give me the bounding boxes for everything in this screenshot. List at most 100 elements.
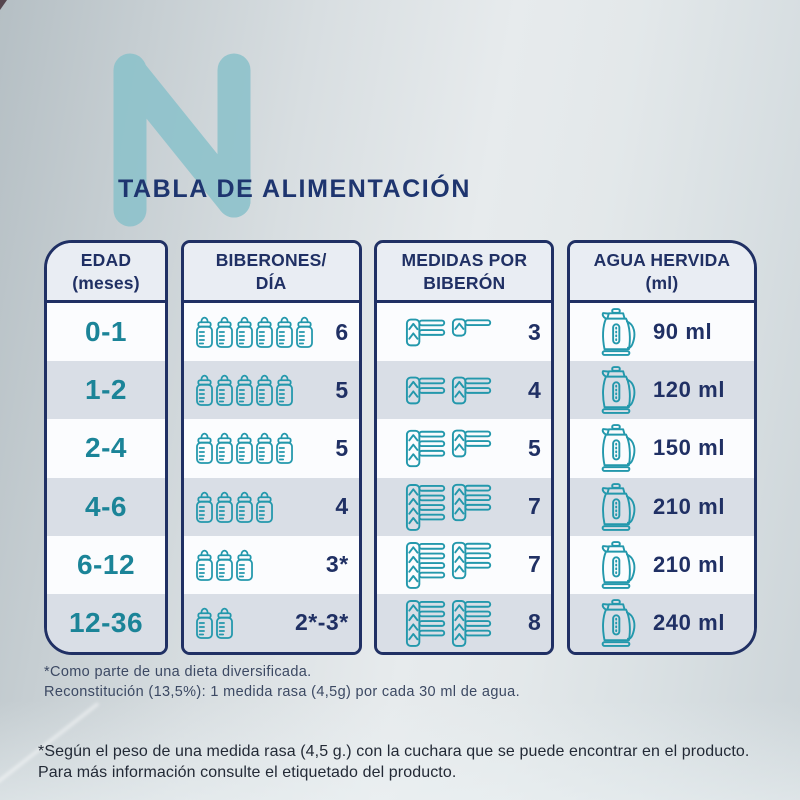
baby-bottle-icon: [255, 433, 273, 465]
scoops-cell: 7: [377, 535, 552, 594]
column-age: EDAD (meses) 0-1 1-2 2-4 4-6 6-12 12-36: [44, 240, 168, 655]
bottle-icons: [193, 315, 313, 349]
baby-bottle-icon: [275, 375, 293, 407]
header-scoops-line1: MEDIDAS POR: [401, 250, 528, 271]
baby-bottle-icon: [275, 433, 293, 465]
baby-bottle-icon: [195, 375, 213, 407]
measuring-scoop-icon: [452, 599, 492, 647]
column-scoops-per-bottle: MEDIDAS POR BIBERÓN 3 4 5 7 7: [374, 240, 555, 655]
bottles-count: 4: [335, 493, 349, 520]
baby-bottle-icon: [195, 549, 213, 581]
scoop-icons: [405, 374, 495, 406]
header-scoops-line2: BIBERÓN: [423, 272, 506, 293]
water-cell: 90 ml: [569, 303, 754, 362]
photo-corner-artifact: [0, 0, 7, 10]
scoop-icons: [405, 316, 495, 348]
water-cell: 120 ml: [569, 361, 754, 420]
bottles-cell: 6: [183, 303, 359, 362]
measuring-scoop-icon: [452, 376, 492, 405]
bottles-cell: 5: [183, 361, 359, 420]
baby-bottle-icon: [195, 433, 213, 465]
bottle-icons: [193, 548, 253, 582]
header-age-line1: EDAD: [80, 250, 132, 271]
column-body-bottles: 6: [183, 303, 359, 652]
baby-bottle-icon: [235, 491, 253, 523]
age-cell: 12-36: [47, 593, 165, 652]
age-cell: 4-6: [47, 477, 165, 536]
scoop-icons: [405, 597, 495, 649]
baby-bottle-icon: [195, 316, 213, 349]
bottles-cell: 4: [183, 477, 359, 536]
header-water-line2: (ml): [645, 272, 679, 293]
baby-bottle-icon: [215, 433, 233, 465]
age-cell: 2-4: [47, 419, 165, 478]
baby-bottle-icon: [255, 491, 273, 523]
water-cell: 240 ml: [569, 593, 754, 652]
baby-bottle-icon: [235, 433, 253, 465]
kettle-icon: [601, 482, 636, 531]
water-amount: 120 ml: [652, 377, 726, 403]
water-amount: 240 ml: [652, 609, 726, 635]
scoop-icons: [405, 481, 495, 533]
water-cell: 210 ml: [569, 535, 754, 594]
baby-bottle-icon: [295, 316, 313, 349]
measuring-scoop-icon: [406, 376, 446, 405]
bottles-count: 2*-3*: [295, 609, 349, 636]
header-water-line1: AGUA HERVIDA: [593, 250, 731, 271]
column-body-water: 90 ml 120 ml 150 ml: [569, 303, 754, 652]
disclaimer-more-info: Para más información consulte el etiquet…: [38, 763, 457, 781]
measuring-scoop-icon: [452, 318, 492, 337]
kettle-icon: [601, 366, 636, 415]
scoops-count: 7: [528, 493, 542, 520]
column-header-water: AGUA HERVIDA (ml): [569, 243, 754, 303]
baby-bottle-icon: [215, 491, 233, 523]
scoops-cell: 8: [377, 593, 552, 652]
scoops-count: 5: [528, 434, 542, 461]
bottle-icons: [193, 606, 233, 640]
scoops-cell: 4: [377, 361, 552, 420]
age-cell: 1-2: [47, 361, 165, 420]
bottle-icons: [193, 373, 293, 407]
water-cell: 210 ml: [569, 477, 754, 536]
header-age-line2: (meses): [72, 272, 140, 293]
header-bottles-line2: DÍA: [255, 272, 287, 293]
brand-letter-n-watermark: [113, 53, 251, 227]
baby-bottle-icon: [215, 316, 233, 349]
measuring-scoop-icon: [406, 430, 446, 468]
baby-bottle-icon: [255, 316, 273, 349]
scoops-count: 8: [528, 609, 542, 636]
scoops-cell: 3: [377, 303, 552, 362]
header-bottles-line1: BIBERONES/: [215, 250, 327, 271]
baby-bottle-icon: [215, 607, 233, 639]
column-body-age: 0-1 1-2 2-4 4-6 6-12 12-36: [47, 303, 165, 652]
scoop-icons: [405, 427, 495, 469]
scoops-count: 4: [528, 376, 542, 403]
measuring-scoop-icon: [452, 430, 492, 458]
baby-bottle-icon: [215, 375, 233, 407]
feeding-table: EDAD (meses) 0-1 1-2 2-4 4-6 6-12 12-36 BIBER…: [44, 240, 757, 655]
table-footnotes: *Como parte de una dieta diversificada. …: [44, 662, 520, 703]
baby-bottle-icon: [235, 549, 253, 581]
water-amount: 150 ml: [652, 435, 726, 461]
scoops-count: 3: [528, 318, 542, 345]
footnote-reconstitution: Reconstitución (13,5%): 1 medida rasa (4…: [44, 684, 520, 701]
kettle-icon: [601, 308, 636, 356]
bottom-disclaimer: *Según el peso de una medida rasa (4,5 g…: [38, 742, 749, 784]
scoops-count: 7: [528, 551, 542, 578]
water-amount: 90 ml: [652, 319, 713, 345]
kettle-icon: [601, 424, 636, 473]
footnote-diversified-diet: *Como parte de una dieta diversificada.: [44, 664, 312, 680]
measuring-scoop-icon: [406, 483, 446, 531]
measuring-scoop-icon: [406, 599, 446, 647]
column-bottles-per-day: BIBERONES/ DÍA: [180, 240, 362, 655]
baby-bottle-icon: [195, 607, 213, 639]
measuring-scoop-icon: [406, 541, 446, 589]
bottles-count: 3*: [325, 551, 349, 578]
bottles-count: 6: [335, 318, 349, 345]
water-amount: 210 ml: [652, 493, 726, 519]
baby-bottle-icon: [195, 491, 213, 523]
column-header-scoops: MEDIDAS POR BIBERÓN: [377, 243, 552, 303]
age-cell: 0-1: [47, 303, 165, 362]
bottle-icons: [193, 490, 273, 524]
